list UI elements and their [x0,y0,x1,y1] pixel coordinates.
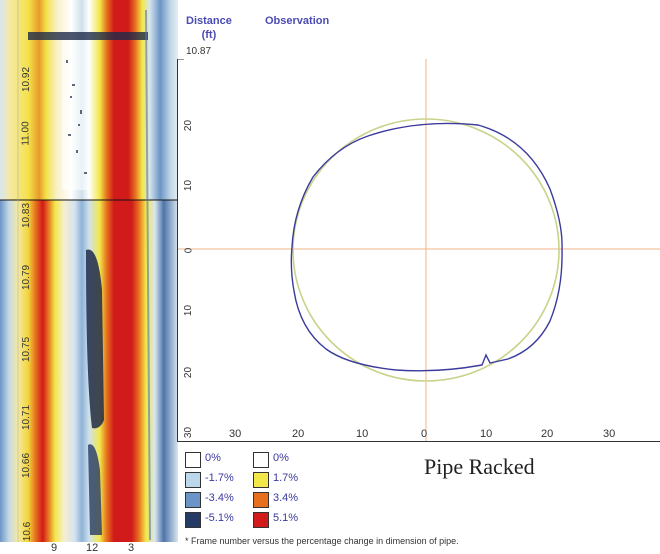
y-tick: 10 [183,304,195,317]
legend-swatch [185,452,201,468]
distance-tick: 10.83 [21,202,33,229]
measured-profile [290,122,563,372]
cross-section-svg [178,58,660,441]
legend-label: -1.7% [205,472,234,484]
legend-swatch [253,492,269,508]
legend-label: 0% [205,452,221,464]
x-tick: 0 [421,428,428,440]
current-distance-value: 10.87 [186,46,212,57]
distance-tick: 10.92 [21,66,33,93]
distance-tick: 11.00 [20,121,32,146]
footnote: * Frame number versus the percentage cha… [185,536,459,546]
strip-bottom-tick: 3 [128,542,135,554]
y-tick: 30 [183,426,195,439]
legend-label: -5.1% [205,512,234,524]
y-tick: 0 [183,247,195,254]
legend-label: 3.4% [273,492,299,504]
pipe-scan-strip [0,0,178,542]
strip-bottom-tick: 9 [51,542,58,554]
distance-tick: 10.79 [21,264,33,291]
x-tick: 10 [480,428,493,440]
x-tick: 10 [356,428,369,440]
y-tick: 20 [183,119,195,132]
reference-circle [292,118,560,382]
distance-tick: 10.6 [22,521,34,542]
x-tick: 30 [229,428,242,440]
legend-label: 1.7% [273,472,299,484]
y-tick: 10 [183,179,195,192]
legend-swatch [253,512,269,528]
distance-tick: 10.71 [21,404,33,431]
distance-tick: 10.66 [21,452,33,479]
legend-swatch [185,472,201,488]
legend-label: 5.1% [273,512,299,524]
legend-swatch [185,492,201,508]
x-tick: 20 [292,428,305,440]
distance-unit-label: (ft) [201,29,217,41]
legend-label: 0% [273,452,289,464]
x-tick: 30 [603,428,616,440]
legend-swatch [253,472,269,488]
x-tick: 20 [541,428,554,440]
plot-title: Pipe Racked [424,454,535,479]
y-tick: 20 [183,366,195,379]
cross-section-plot [177,58,660,442]
legend-label: -3.4% [205,492,234,504]
observation-label: Observation [265,15,330,27]
distance-header: Distance (ft) [186,14,232,42]
distance-tick: 10.75 [21,336,33,363]
distance-label: Distance [186,15,232,27]
strip-bottom-tick: 12 [86,542,99,554]
scan-image [0,0,178,542]
legend-swatch [253,452,269,468]
legend-swatch [185,512,201,528]
color-legend: 0% -1.7% -3.4% -5.1% 0% 1.7% 3.4% 5.1% [177,442,660,554]
